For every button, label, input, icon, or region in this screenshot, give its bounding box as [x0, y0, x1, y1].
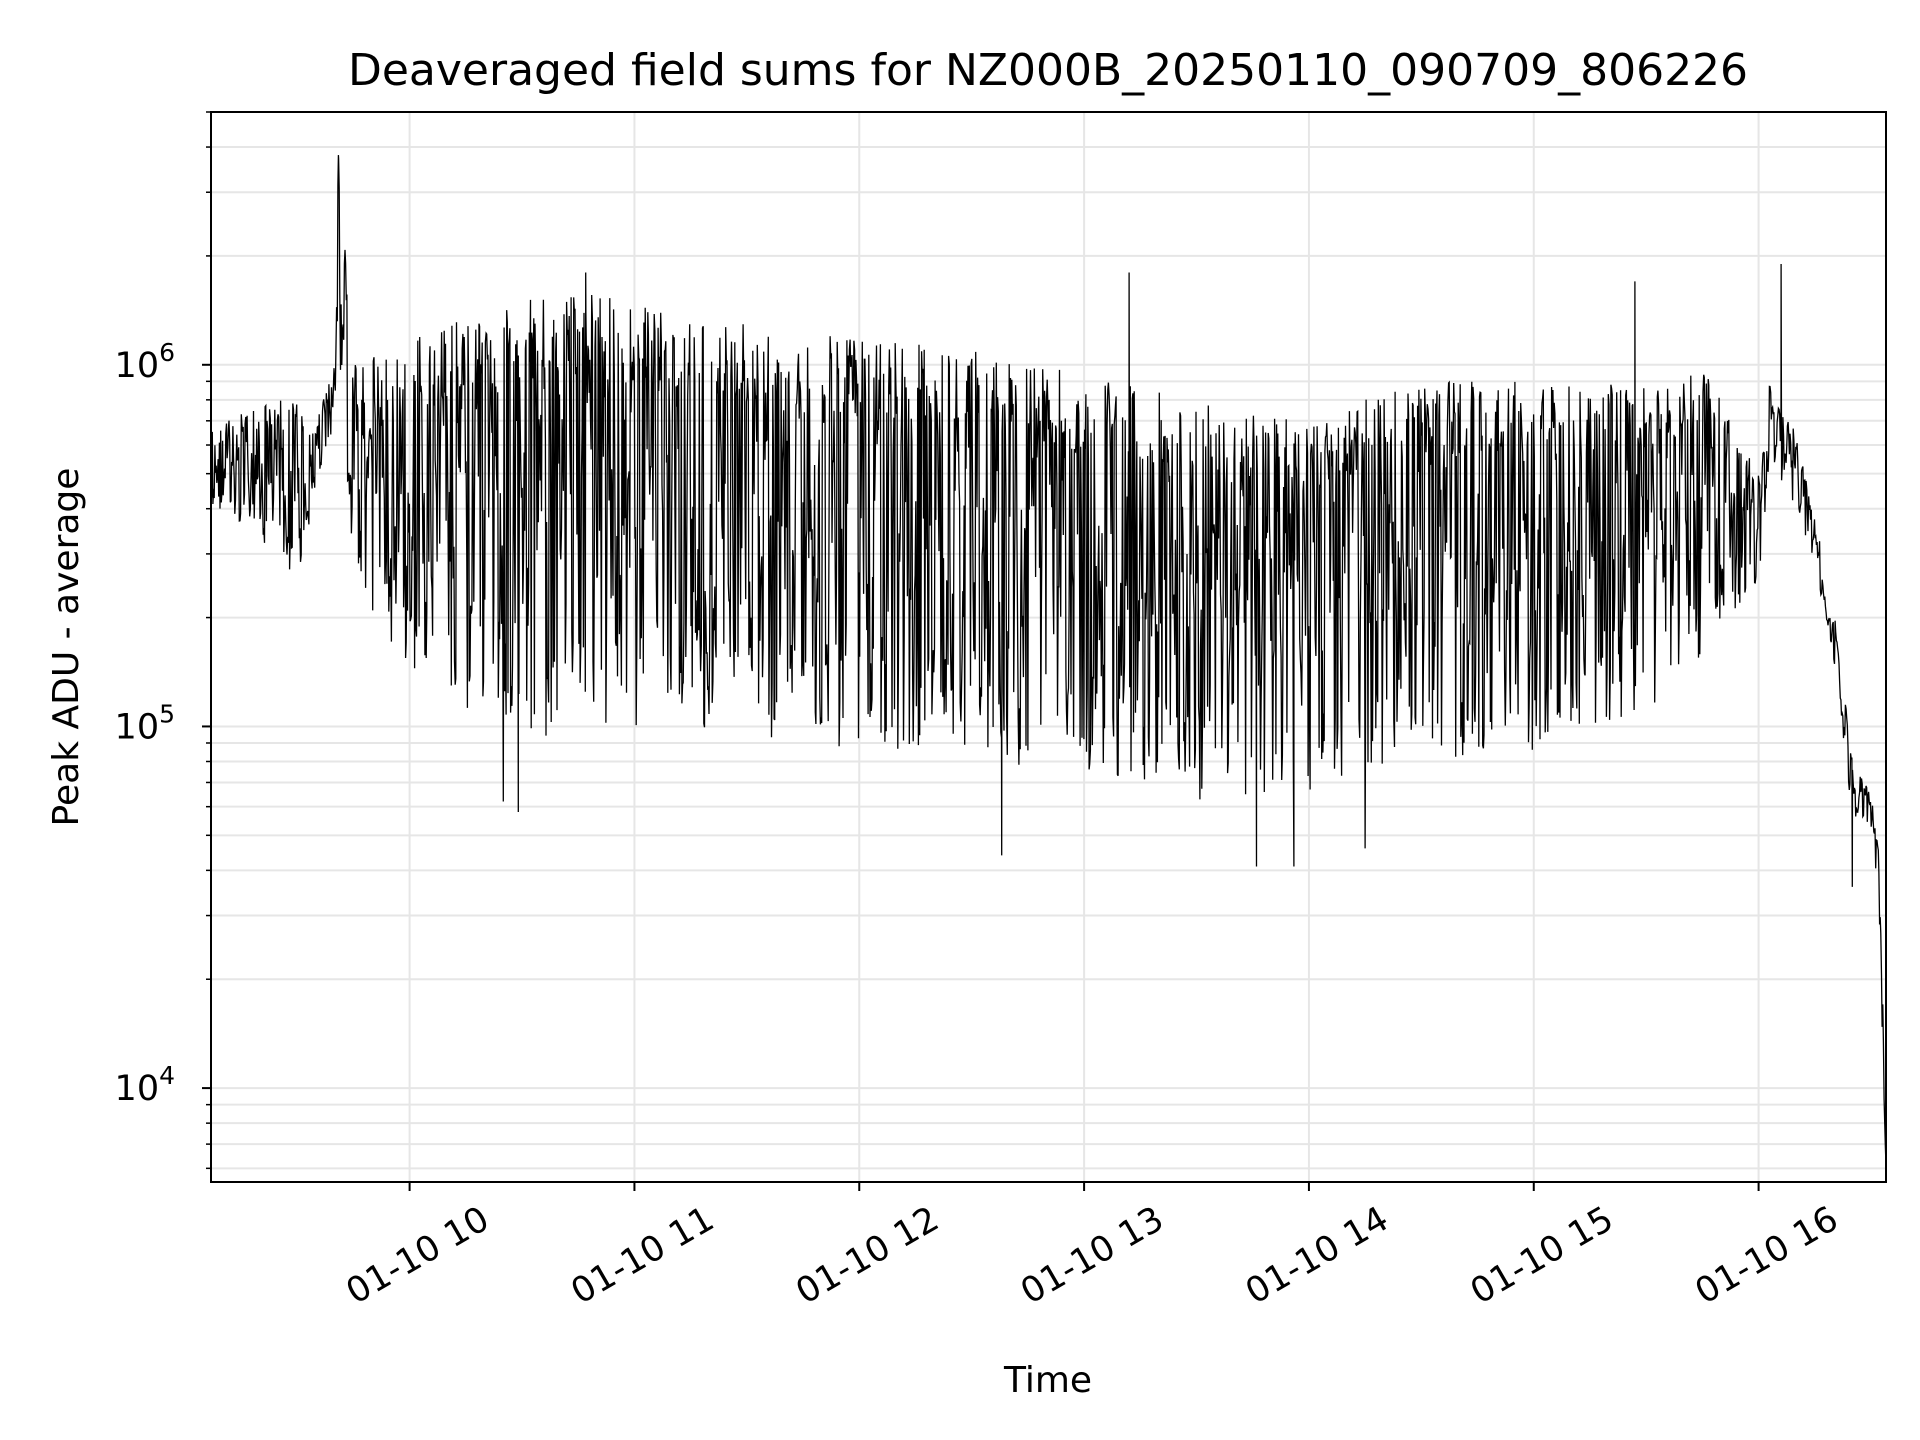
chart-title: Deaveraged field sums for NZ000B_2025011… — [348, 45, 1748, 96]
y-tick-label: 104 — [115, 1061, 175, 1109]
y-tick-label: 106 — [115, 338, 175, 386]
y-axis-label: Peak ADU - average — [46, 468, 87, 827]
x-axis-label: Time — [1003, 1360, 1092, 1401]
plot-frame — [210, 111, 1887, 1183]
y-axis: 104 105 106 — [115, 111, 211, 1170]
series-group — [210, 155, 1887, 1166]
y-tick-label: 105 — [115, 699, 175, 747]
series-line — [210, 155, 1887, 1166]
